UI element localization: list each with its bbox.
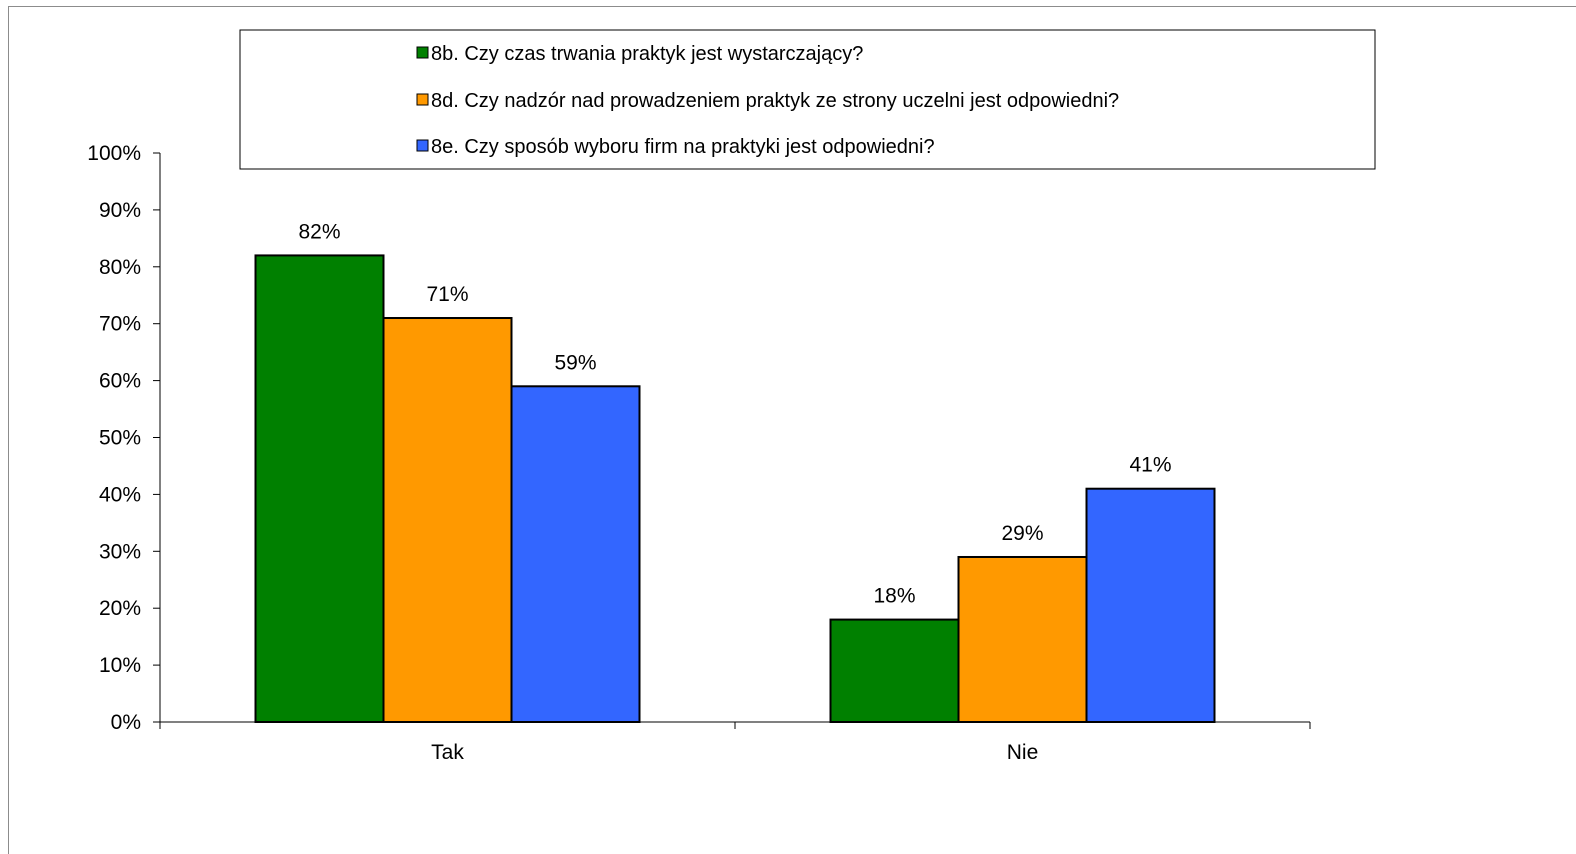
legend: 8b. Czy czas trwania praktyk jest wystar… bbox=[239, 29, 1376, 170]
data-labels: 82% 71% 59% 18% 29% 41% bbox=[298, 220, 1171, 607]
y-tick-label: 20% bbox=[99, 597, 141, 620]
legend-swatch bbox=[416, 139, 429, 152]
data-label: 18% bbox=[873, 585, 915, 608]
data-label: 82% bbox=[298, 220, 340, 243]
legend-box bbox=[239, 29, 1376, 170]
y-tick-label: 60% bbox=[99, 370, 141, 393]
y-tick-label: 70% bbox=[99, 313, 141, 336]
bar bbox=[829, 618, 960, 724]
bars bbox=[254, 254, 1216, 724]
y-tick-label: 50% bbox=[99, 427, 141, 450]
data-label: 71% bbox=[426, 283, 468, 306]
legend-label: 8d. Czy nadzór nad prowadzeniem praktyk … bbox=[431, 90, 1119, 112]
legend-swatch bbox=[416, 46, 429, 59]
chart-frame bbox=[8, 6, 1576, 854]
y-tick-label: 0% bbox=[111, 711, 141, 734]
y-tick-label: 80% bbox=[99, 256, 141, 279]
bar bbox=[957, 555, 1088, 723]
legend-label: 8e. Czy sposób wyboru firm na praktyki j… bbox=[431, 136, 935, 158]
legend-label: 8b. Czy czas trwania praktyk jest wystar… bbox=[431, 43, 863, 65]
x-axis: Tak Nie bbox=[159, 721, 1311, 764]
y-tick-label: 100% bbox=[87, 142, 141, 165]
y-tick-label: 30% bbox=[99, 540, 141, 563]
y-axis: 0% 10% 20% 30% 40% 50% 60% 70% 80% 90% 100% bbox=[87, 142, 161, 734]
y-tick-label: 10% bbox=[99, 654, 141, 677]
data-label: 41% bbox=[1129, 454, 1171, 477]
x-category-label: Tak bbox=[431, 741, 464, 764]
bar bbox=[1085, 487, 1216, 723]
y-tick-label: 90% bbox=[99, 199, 141, 222]
data-label: 59% bbox=[554, 351, 596, 374]
bar bbox=[510, 385, 641, 723]
y-tick-label: 40% bbox=[99, 483, 141, 506]
bar bbox=[382, 317, 513, 723]
bar bbox=[254, 254, 385, 723]
x-category-label: Nie bbox=[1007, 741, 1039, 764]
legend-swatch bbox=[416, 93, 429, 106]
data-label: 29% bbox=[1001, 522, 1043, 545]
